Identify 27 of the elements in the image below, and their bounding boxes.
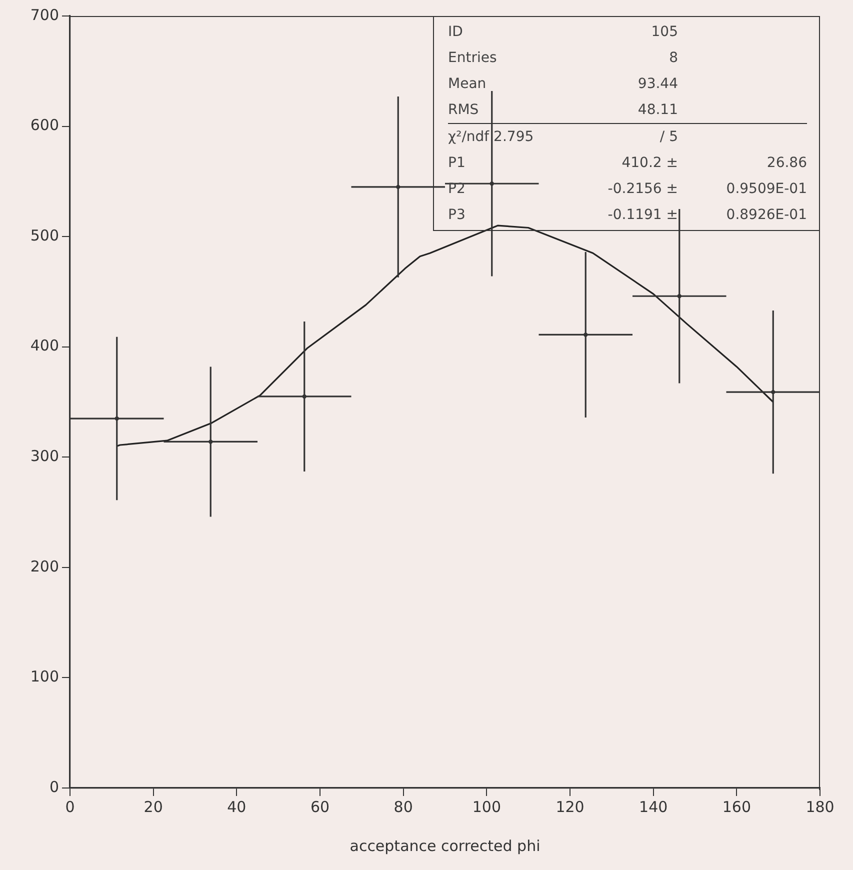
y-tick-label: 500 xyxy=(30,226,59,244)
text: P2 -0.2156 ± 0.9509E-01 xyxy=(448,181,807,197)
x-tick-label: 160 xyxy=(722,798,751,816)
x-axis-title: acceptance corrected phi xyxy=(350,836,540,855)
y-tick-label: 700 xyxy=(30,6,59,24)
x-tick-label: 80 xyxy=(394,798,413,816)
y-tick-label: 200 xyxy=(30,557,59,576)
x-tick-label: 180 xyxy=(806,798,834,816)
x-tick-label: 0 xyxy=(65,798,75,816)
x-tick-label: 40 xyxy=(227,798,246,816)
y-tick-label: 300 xyxy=(30,447,59,466)
y-tick-label: 100 xyxy=(30,668,59,686)
x-tick-label: 60 xyxy=(310,798,330,816)
text: P3 -0.1191 ± 0.8926E-01 xyxy=(448,207,807,223)
x-tick-label: 140 xyxy=(639,798,668,816)
x-tick-label: 120 xyxy=(556,798,584,816)
y-tick-label: 0 xyxy=(49,778,59,796)
text: Entries 8 xyxy=(448,50,678,66)
y-tick-label: 600 xyxy=(30,116,59,134)
x-tick-label: 20 xyxy=(144,798,163,816)
y-tick-label: 400 xyxy=(30,336,59,355)
text: χ²/ndf 2.795 / 5 xyxy=(448,129,678,145)
text: RMS 48.11 xyxy=(448,102,678,118)
text: ID 105 xyxy=(448,24,678,40)
text: Mean 93.44 xyxy=(448,76,678,92)
x-tick-label: 100 xyxy=(472,798,501,816)
text: P1 410.2 ± 26.86 xyxy=(448,155,807,171)
